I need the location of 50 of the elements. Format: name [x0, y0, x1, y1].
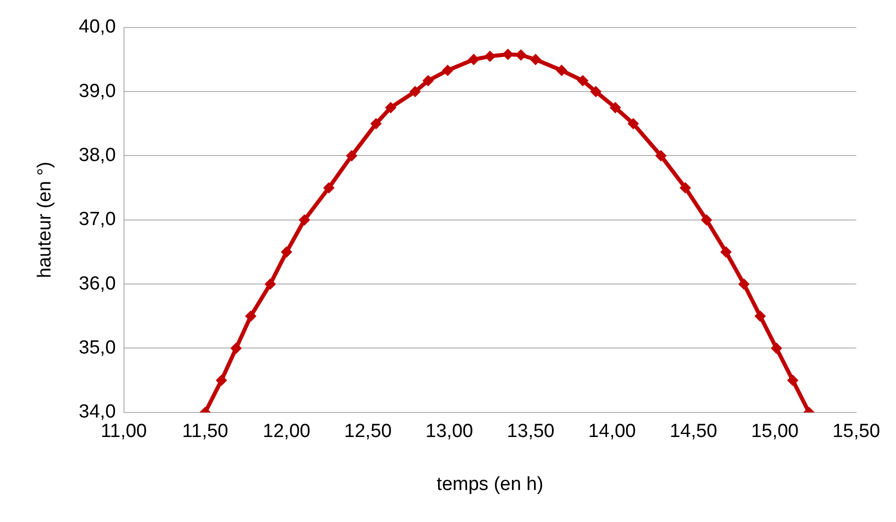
- point: [502, 48, 514, 60]
- point: [515, 49, 526, 60]
- point: [680, 182, 691, 194]
- x-tick-label: 15,50: [832, 421, 880, 442]
- point: [370, 118, 382, 130]
- point: [530, 54, 542, 65]
- point: [577, 75, 588, 86]
- x-tick-label: 12,50: [344, 421, 392, 442]
- point: [230, 342, 242, 354]
- point: [245, 310, 256, 322]
- point: [556, 64, 568, 76]
- x-tick-label: 14,00: [588, 421, 636, 442]
- x-tick-label: 15,00: [751, 421, 799, 442]
- x-tick-label: 11,50: [182, 421, 228, 442]
- point: [754, 310, 766, 322]
- point: [738, 278, 750, 290]
- x-tick-label: 14,50: [670, 421, 718, 442]
- point: [655, 150, 666, 162]
- y-tick-label: 34,0: [78, 402, 116, 423]
- point: [298, 214, 310, 226]
- y-tick-label: 40,0: [78, 16, 116, 38]
- x-tick-label: 11,00: [100, 421, 147, 442]
- x-tick-label: 13,50: [506, 421, 554, 442]
- point: [787, 374, 798, 386]
- point: [610, 102, 621, 114]
- point: [422, 75, 434, 86]
- x-axis-title: temps (en h): [436, 474, 544, 495]
- point: [323, 182, 334, 194]
- y-tick-label: 39,0: [78, 80, 116, 102]
- point: [385, 102, 396, 114]
- x-tick-label: 12,00: [262, 421, 310, 442]
- y-tick-label: 38,0: [78, 144, 116, 166]
- point: [700, 214, 712, 226]
- point: [590, 86, 602, 98]
- point: [346, 150, 358, 162]
- point: [281, 246, 292, 258]
- point: [442, 64, 454, 76]
- point: [264, 278, 276, 290]
- point: [628, 118, 639, 130]
- y-tick-label: 35,0: [78, 337, 116, 358]
- y-tick-label: 37,0: [78, 209, 116, 230]
- point: [468, 54, 480, 65]
- point: [484, 50, 496, 62]
- y-axis-title: hauteur (en °): [34, 162, 56, 278]
- x-tick-label: 13,00: [426, 421, 474, 442]
- point: [770, 342, 782, 354]
- point: [720, 246, 732, 258]
- point: [410, 86, 421, 98]
- point: [216, 374, 227, 386]
- y-tick-label: 36,0: [78, 273, 116, 294]
